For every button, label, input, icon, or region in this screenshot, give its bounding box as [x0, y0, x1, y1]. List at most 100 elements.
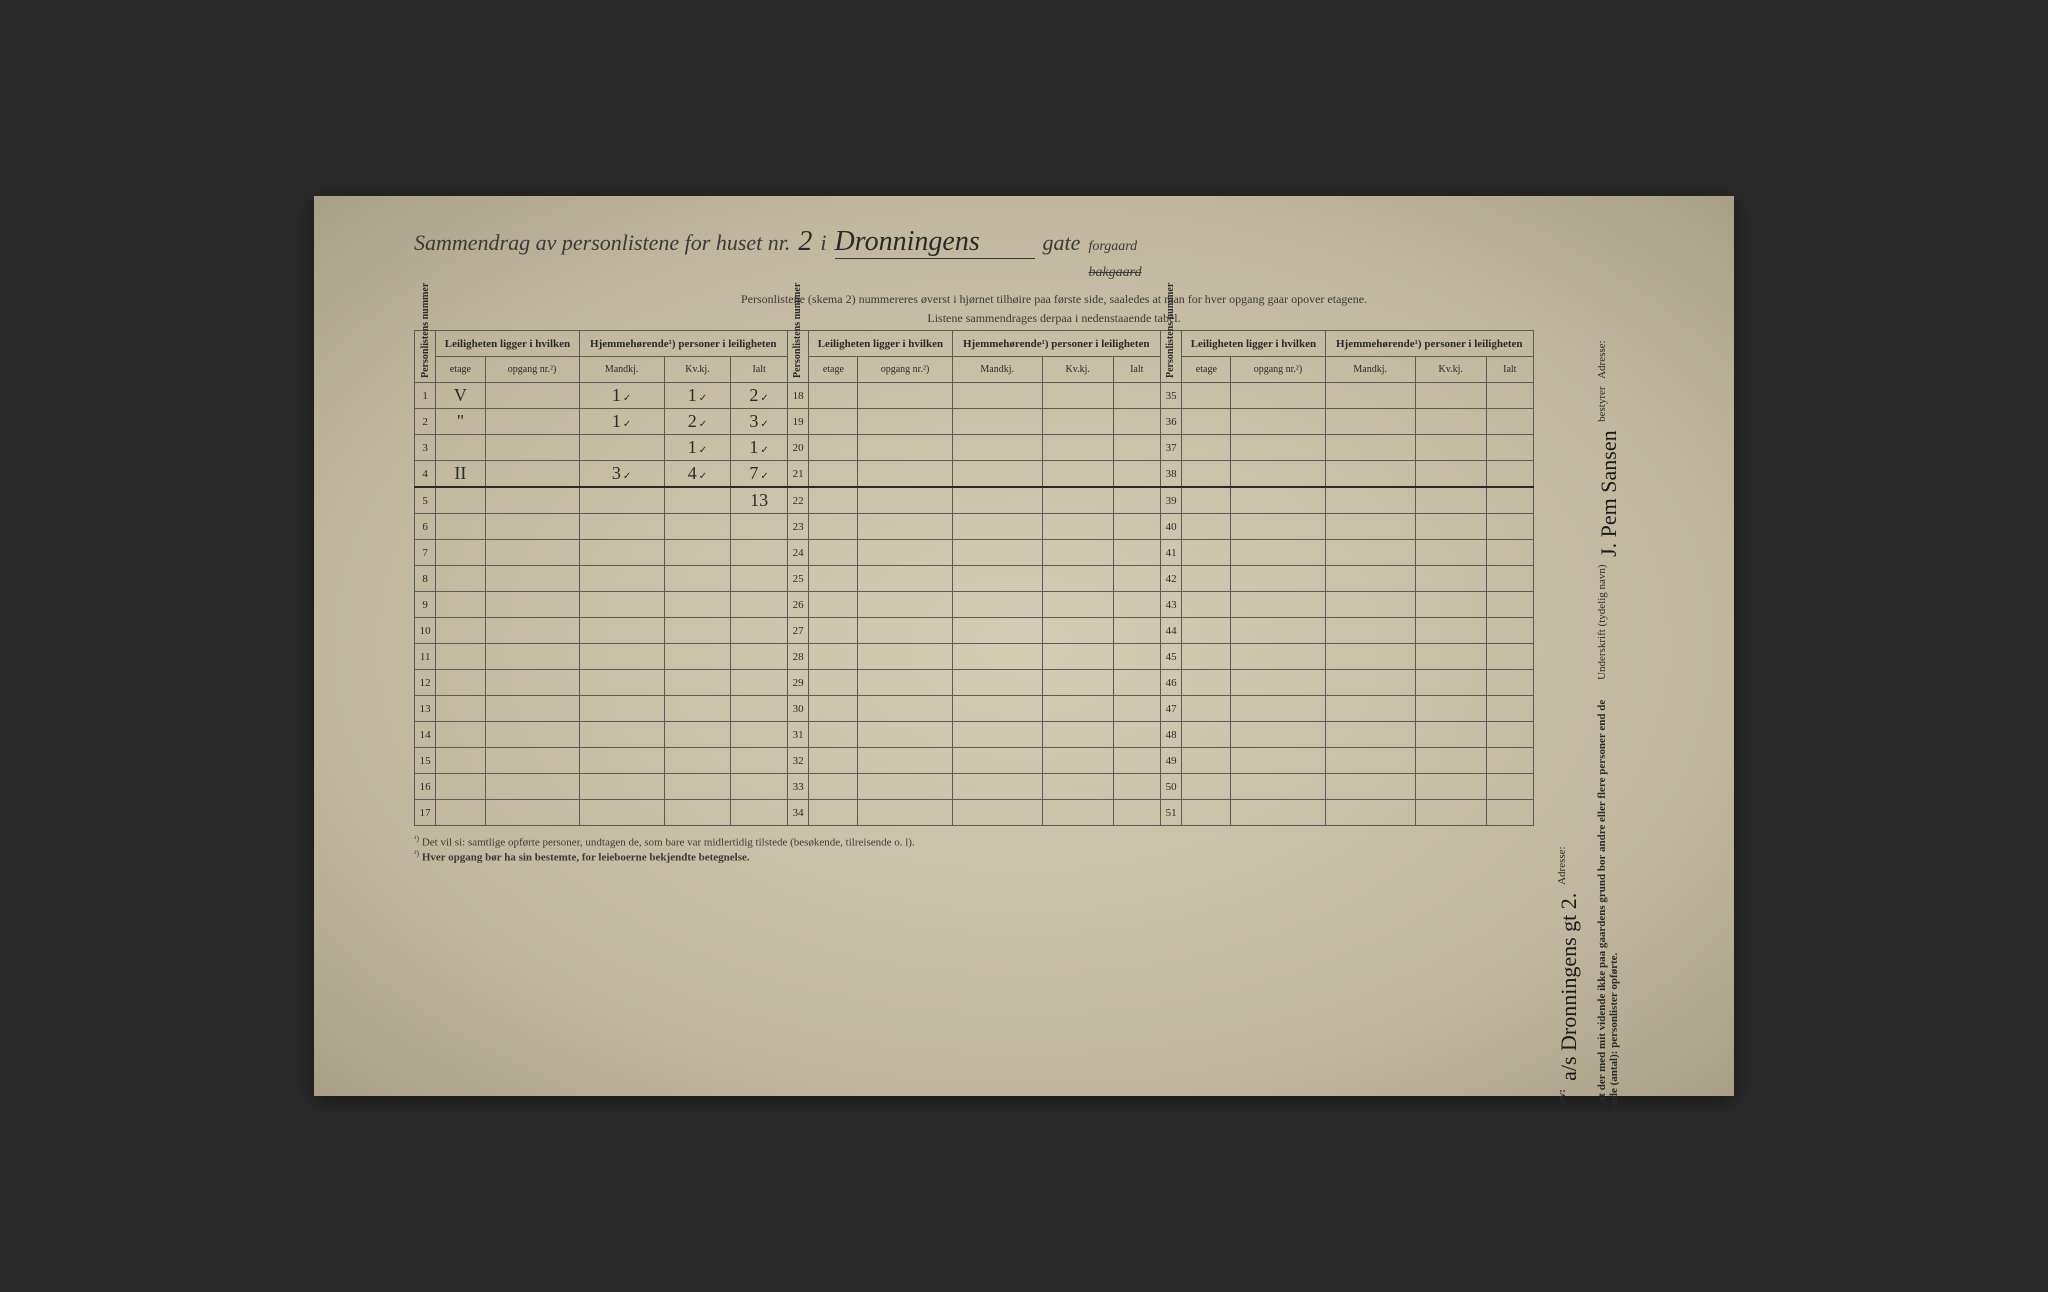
- table-cell: [485, 409, 579, 435]
- table-cell: [579, 618, 664, 644]
- table-cell: [1182, 487, 1231, 514]
- table-cell: [809, 409, 858, 435]
- table-cell: [1325, 774, 1415, 800]
- table-cell: [1415, 383, 1486, 409]
- table-cell: 45: [1160, 644, 1181, 670]
- table-cell: [1113, 644, 1160, 670]
- bestyrer-label: bestyrer: [1596, 387, 1622, 422]
- col-leiligheten-b: Leiligheten ligger i hvilken: [809, 331, 952, 357]
- table-cell: [952, 435, 1042, 461]
- table-cell: [436, 592, 485, 618]
- table-cell: [664, 774, 731, 800]
- table-cell: [579, 670, 664, 696]
- title-gate: gate: [1043, 230, 1081, 256]
- table-cell: [664, 696, 731, 722]
- table-cell: [1486, 592, 1533, 618]
- col-opgang-a: opgang nr.²): [485, 357, 579, 383]
- table-row: 62340: [415, 514, 1534, 540]
- table-cell: 44: [1160, 618, 1181, 644]
- table-cell: [1325, 383, 1415, 409]
- table-cell: [485, 644, 579, 670]
- table-cell: [1486, 435, 1533, 461]
- table-cell: 25: [787, 566, 808, 592]
- table-cell: [1113, 383, 1160, 409]
- table-cell: [664, 722, 731, 748]
- table-cell: [485, 800, 579, 826]
- table-cell: [809, 696, 858, 722]
- col-mandkj-b: Mandkj.: [952, 357, 1042, 383]
- table-cell: [1415, 540, 1486, 566]
- table-row: 92643: [415, 592, 1534, 618]
- table-cell: [858, 435, 952, 461]
- table-cell: [1182, 748, 1231, 774]
- table-cell: [858, 566, 952, 592]
- table-cell: [436, 487, 485, 514]
- table-cell: [809, 566, 858, 592]
- table-cell: [664, 592, 731, 618]
- table-body: 1V11218352"123193631120374II347213851322…: [415, 383, 1534, 826]
- table-cell: 42: [1160, 566, 1181, 592]
- table-cell: [1486, 461, 1533, 488]
- table-cell: 1: [579, 383, 664, 409]
- table-cell: [952, 566, 1042, 592]
- col-opgang-b: opgang nr.²): [858, 357, 952, 383]
- table-cell: [1415, 800, 1486, 826]
- table-cell: 1: [579, 409, 664, 435]
- col-hjemmehorende-b: Hjemmehørende¹) personer i leiligheten: [952, 331, 1160, 357]
- table-cell: [1113, 592, 1160, 618]
- table-cell: 1: [731, 435, 788, 461]
- table-cell: 23: [787, 514, 808, 540]
- table-cell: [952, 696, 1042, 722]
- table-cell: 30: [787, 696, 808, 722]
- table-cell: [485, 774, 579, 800]
- table-cell: 50: [1160, 774, 1181, 800]
- table-cell: [1415, 461, 1486, 488]
- table-cell: [1182, 722, 1231, 748]
- table-cell: [1042, 540, 1113, 566]
- table-cell: [1231, 800, 1325, 826]
- table-cell: [579, 748, 664, 774]
- table-cell: 24: [787, 540, 808, 566]
- table-cell: [485, 383, 579, 409]
- col-leiligheten-a: Leiligheten ligger i hvilken: [436, 331, 579, 357]
- table-cell: [1042, 748, 1113, 774]
- table-cell: [809, 722, 858, 748]
- table-cell: 10: [415, 618, 436, 644]
- table-row: 1V1121835: [415, 383, 1534, 409]
- table-cell: [1486, 748, 1533, 774]
- table-cell: 29: [787, 670, 808, 696]
- signature: J. Pem Sansen: [1596, 430, 1622, 557]
- table-cell: [1486, 696, 1533, 722]
- table-cell: [1182, 592, 1231, 618]
- table-cell: [436, 774, 485, 800]
- table-cell: [858, 461, 952, 488]
- table-cell: [579, 514, 664, 540]
- col-mandkj-c: Mandkj.: [1325, 357, 1415, 383]
- footnote-2-text: Hver opgang bør ha sin bestemte, for lei…: [422, 851, 750, 863]
- table-cell: [1231, 774, 1325, 800]
- table-cell: [731, 644, 788, 670]
- table-row: 163350: [415, 774, 1534, 800]
- table-cell: [952, 618, 1042, 644]
- table-row: 122946: [415, 670, 1534, 696]
- table-cell: [1486, 644, 1533, 670]
- table-cell: [1042, 383, 1113, 409]
- footnote-2: ²) Hver opgang bør ha sin bestemte, for …: [414, 849, 1534, 864]
- table-cell: [436, 722, 485, 748]
- table-cell: [1415, 566, 1486, 592]
- table-cell: 36: [1160, 409, 1181, 435]
- table-cell: [485, 592, 579, 618]
- col-kvkj-a: Kv.kj.: [664, 357, 731, 383]
- table-cell: [1415, 722, 1486, 748]
- table-cell: [1415, 774, 1486, 800]
- table-cell: [664, 540, 731, 566]
- table-cell: 39: [1160, 487, 1181, 514]
- table-cell: 22: [787, 487, 808, 514]
- table-cell: [809, 383, 858, 409]
- table-row: 72441: [415, 540, 1534, 566]
- table-cell: [1113, 774, 1160, 800]
- table-cell: [1415, 409, 1486, 435]
- table-cell: [1042, 800, 1113, 826]
- table-cell: [858, 540, 952, 566]
- table-cell: [858, 774, 952, 800]
